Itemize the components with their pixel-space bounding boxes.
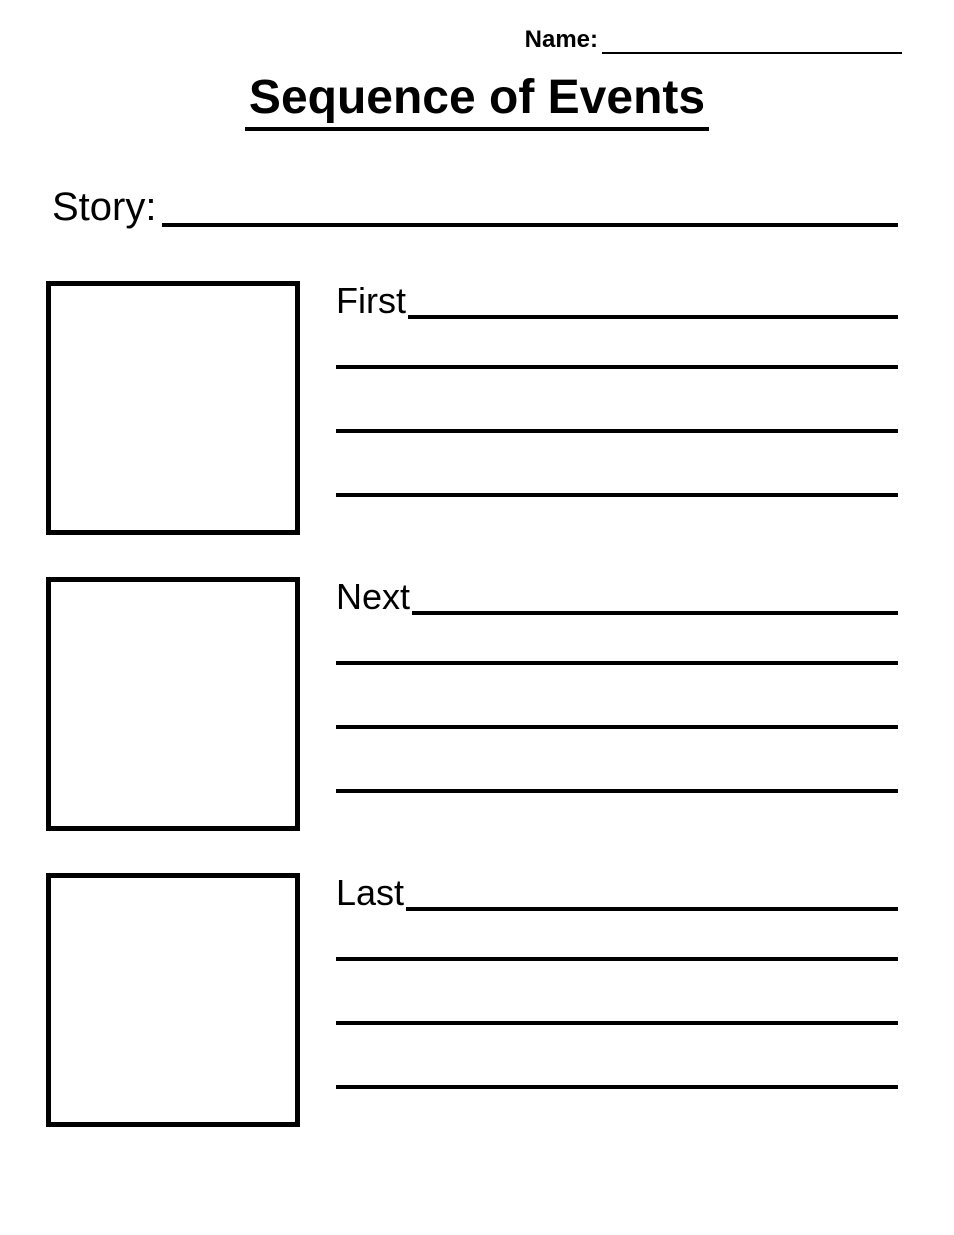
writing-line[interactable]: [412, 583, 898, 615]
writing-line[interactable]: [336, 365, 898, 369]
name-label: Name:: [525, 26, 598, 54]
drawing-box-first[interactable]: [46, 281, 300, 535]
next-labeled-line: Next: [336, 579, 898, 615]
lines-first: First: [336, 281, 908, 497]
section-label-next: Next: [336, 579, 410, 615]
section-next: Next: [46, 577, 908, 831]
section-last: Last: [46, 873, 908, 1127]
writing-line[interactable]: [336, 493, 898, 497]
first-labeled-line: First: [336, 283, 898, 319]
writing-line[interactable]: [336, 789, 898, 793]
writing-line[interactable]: [336, 661, 898, 665]
page-title: Sequence of Events: [245, 72, 709, 131]
title-wrap: Sequence of Events: [46, 72, 908, 131]
writing-line[interactable]: [336, 725, 898, 729]
section-first: First: [46, 281, 908, 535]
lines-last: Last: [336, 873, 908, 1089]
section-label-last: Last: [336, 875, 404, 911]
writing-line[interactable]: [406, 879, 898, 911]
name-input-line[interactable]: [602, 30, 902, 54]
last-labeled-line: Last: [336, 875, 898, 911]
story-input-line[interactable]: [162, 191, 898, 227]
name-row: Name:: [46, 26, 908, 54]
worksheet-page: Name: Sequence of Events Story: First Ne…: [0, 0, 954, 1235]
lines-next: Next: [336, 577, 908, 793]
writing-line[interactable]: [336, 1021, 898, 1025]
writing-line[interactable]: [336, 957, 898, 961]
writing-line[interactable]: [336, 429, 898, 433]
drawing-box-last[interactable]: [46, 873, 300, 1127]
writing-line[interactable]: [336, 1085, 898, 1089]
section-label-first: First: [336, 283, 406, 319]
story-row: Story:: [46, 187, 908, 227]
story-label: Story:: [52, 187, 156, 227]
writing-line[interactable]: [408, 287, 898, 319]
drawing-box-next[interactable]: [46, 577, 300, 831]
